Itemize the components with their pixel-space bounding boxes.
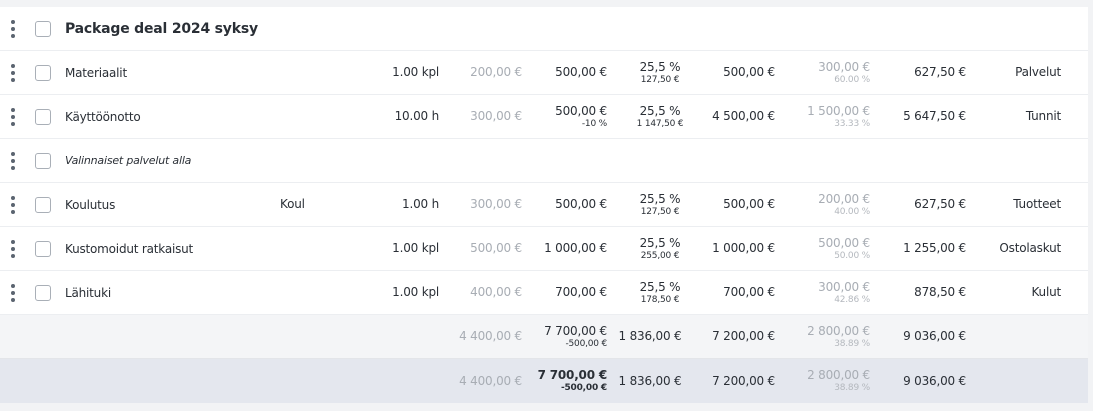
grand-total-row: 4 400,00 € 7 700,00 € -500,00 € 1 836,00 … bbox=[0, 359, 1088, 403]
net-cell: 700,00 € bbox=[723, 285, 775, 299]
margin-cell: 200,00 €40.00 % bbox=[818, 191, 870, 217]
vat-cell: 25,5 % 178,50 € bbox=[639, 279, 681, 305]
total-gross-cell: 9 036,00 € bbox=[903, 329, 966, 343]
vat-cell: 25,5 % 1 147,50 € bbox=[636, 103, 684, 129]
price-cell: 500,00 € bbox=[555, 197, 607, 211]
drag-handle-icon[interactable] bbox=[10, 239, 16, 258]
cost-cell: 500,00 € bbox=[470, 241, 522, 255]
vat-cell: 25,5 % 127,50 € bbox=[639, 59, 681, 85]
net-cell: 500,00 € bbox=[723, 197, 775, 211]
total-net-cell: 7 200,00 € bbox=[712, 329, 775, 343]
net-cell: 500,00 € bbox=[723, 65, 775, 79]
price-cell: 500,00 € -10 % bbox=[555, 103, 607, 129]
quantity-cell: 1.00 h bbox=[402, 197, 439, 211]
margin-cell: 500,00 €50.00 % bbox=[818, 235, 870, 261]
grand-total-vat-cell: 1 836,00 € bbox=[618, 373, 682, 388]
row-checkbox[interactable] bbox=[35, 108, 51, 125]
quantity-cell: 1.00 kpl bbox=[392, 65, 439, 79]
drag-handle-icon[interactable] bbox=[10, 63, 16, 82]
quantity-cell: 1.00 kpl bbox=[392, 241, 439, 255]
row-name: Lähituki bbox=[65, 285, 111, 300]
row-note: Valinnaiset palvelut alla bbox=[65, 154, 192, 167]
margin-cell: 300,00 €60.00 % bbox=[818, 59, 870, 85]
row-checkbox[interactable] bbox=[35, 196, 51, 213]
group-title: Package deal 2024 syksy bbox=[65, 20, 258, 37]
drag-handle-icon[interactable] bbox=[10, 195, 16, 214]
group-total-row: 4 400,00 € 7 700,00 € -500,00 € 1 836,00 … bbox=[0, 315, 1088, 359]
gross-cell: 627,50 € bbox=[914, 197, 966, 211]
row-checkbox[interactable] bbox=[35, 240, 51, 257]
margin-cell: 1 500,00 €33.33 % bbox=[807, 103, 870, 129]
total-margin-cell: 2 800,00 €38.89 % bbox=[807, 323, 870, 349]
table-row: Kustomoidut ratkaisut 1.00 kpl 500,00 € … bbox=[0, 227, 1088, 271]
code-cell: Koul bbox=[280, 197, 305, 211]
row-name: Materiaalit bbox=[65, 65, 127, 80]
total-price-cell: 7 700,00 € -500,00 € bbox=[544, 323, 607, 349]
category-cell: Palvelut bbox=[1015, 65, 1061, 79]
cost-cell: 200,00 € bbox=[470, 65, 522, 79]
category-cell: Kulut bbox=[1031, 285, 1061, 299]
table-row: Lähituki 1.00 kpl 400,00 € 700,00 € 25,5… bbox=[0, 271, 1088, 315]
category-cell: Tuotteet bbox=[1013, 197, 1061, 211]
category-cell: Tunnit bbox=[1025, 109, 1061, 123]
row-checkbox[interactable] bbox=[35, 284, 51, 301]
drag-handle-icon[interactable] bbox=[10, 151, 16, 170]
vat-cell: 25,5 % 127,50 € bbox=[639, 191, 681, 217]
grand-total-price-cell: 7 700,00 € -500,00 € bbox=[537, 368, 608, 393]
grand-total-margin-cell: 2 800,00 €38.89 % bbox=[807, 368, 870, 393]
net-cell: 1 000,00 € bbox=[712, 241, 775, 255]
table-row: Koulutus Koul 1.00 h 300,00 € 500,00 € 2… bbox=[0, 183, 1088, 227]
group-checkbox[interactable] bbox=[35, 20, 51, 37]
cost-cell: 300,00 € bbox=[470, 109, 522, 123]
price-cell: 700,00 € bbox=[555, 285, 607, 299]
text-row: Valinnaiset palvelut alla bbox=[0, 139, 1088, 183]
cost-cell: 300,00 € bbox=[470, 197, 522, 211]
category-cell: Ostolaskut bbox=[999, 241, 1061, 255]
row-checkbox[interactable] bbox=[35, 152, 51, 169]
gross-cell: 627,50 € bbox=[914, 65, 966, 79]
grand-total-net-cell: 7 200,00 € bbox=[712, 373, 775, 388]
row-name: Kustomoidut ratkaisut bbox=[65, 241, 194, 256]
quote-table: Package deal 2024 syksy Materiaalit 1.00… bbox=[0, 7, 1088, 403]
drag-handle-icon[interactable] bbox=[10, 107, 16, 126]
gross-cell: 5 647,50 € bbox=[903, 109, 966, 123]
table-row: Materiaalit 1.00 kpl 200,00 € 500,00 € 2… bbox=[0, 51, 1088, 95]
quantity-cell: 10.00 h bbox=[394, 109, 440, 123]
cost-cell: 400,00 € bbox=[470, 285, 522, 299]
vat-cell: 25,5 % 255,00 € bbox=[639, 235, 681, 261]
total-vat-cell: 1 836,00 € bbox=[618, 329, 682, 343]
price-cell: 1 000,00 € bbox=[544, 241, 607, 255]
grand-total-cost-cell: 4 400,00 € bbox=[459, 373, 522, 388]
quantity-cell: 1.00 kpl bbox=[392, 285, 439, 299]
table-row: Käyttöönotto 10.00 h 300,00 € 500,00 € -1… bbox=[0, 95, 1088, 139]
total-cost-cell: 4 400,00 € bbox=[459, 329, 522, 343]
gross-cell: 878,50 € bbox=[914, 285, 966, 299]
grand-total-gross-cell: 9 036,00 € bbox=[903, 373, 966, 388]
row-name: Käyttöönotto bbox=[65, 109, 141, 124]
drag-handle-icon[interactable] bbox=[10, 283, 16, 302]
margin-cell: 300,00 €42.86 % bbox=[818, 279, 870, 305]
net-cell: 4 500,00 € bbox=[712, 109, 775, 123]
row-name: Koulutus bbox=[65, 197, 116, 212]
group-header-row: Package deal 2024 syksy bbox=[0, 7, 1088, 51]
gross-cell: 1 255,00 € bbox=[903, 241, 966, 255]
drag-handle-icon[interactable] bbox=[10, 19, 16, 38]
row-checkbox[interactable] bbox=[35, 64, 51, 81]
price-cell: 500,00 € bbox=[555, 65, 607, 79]
